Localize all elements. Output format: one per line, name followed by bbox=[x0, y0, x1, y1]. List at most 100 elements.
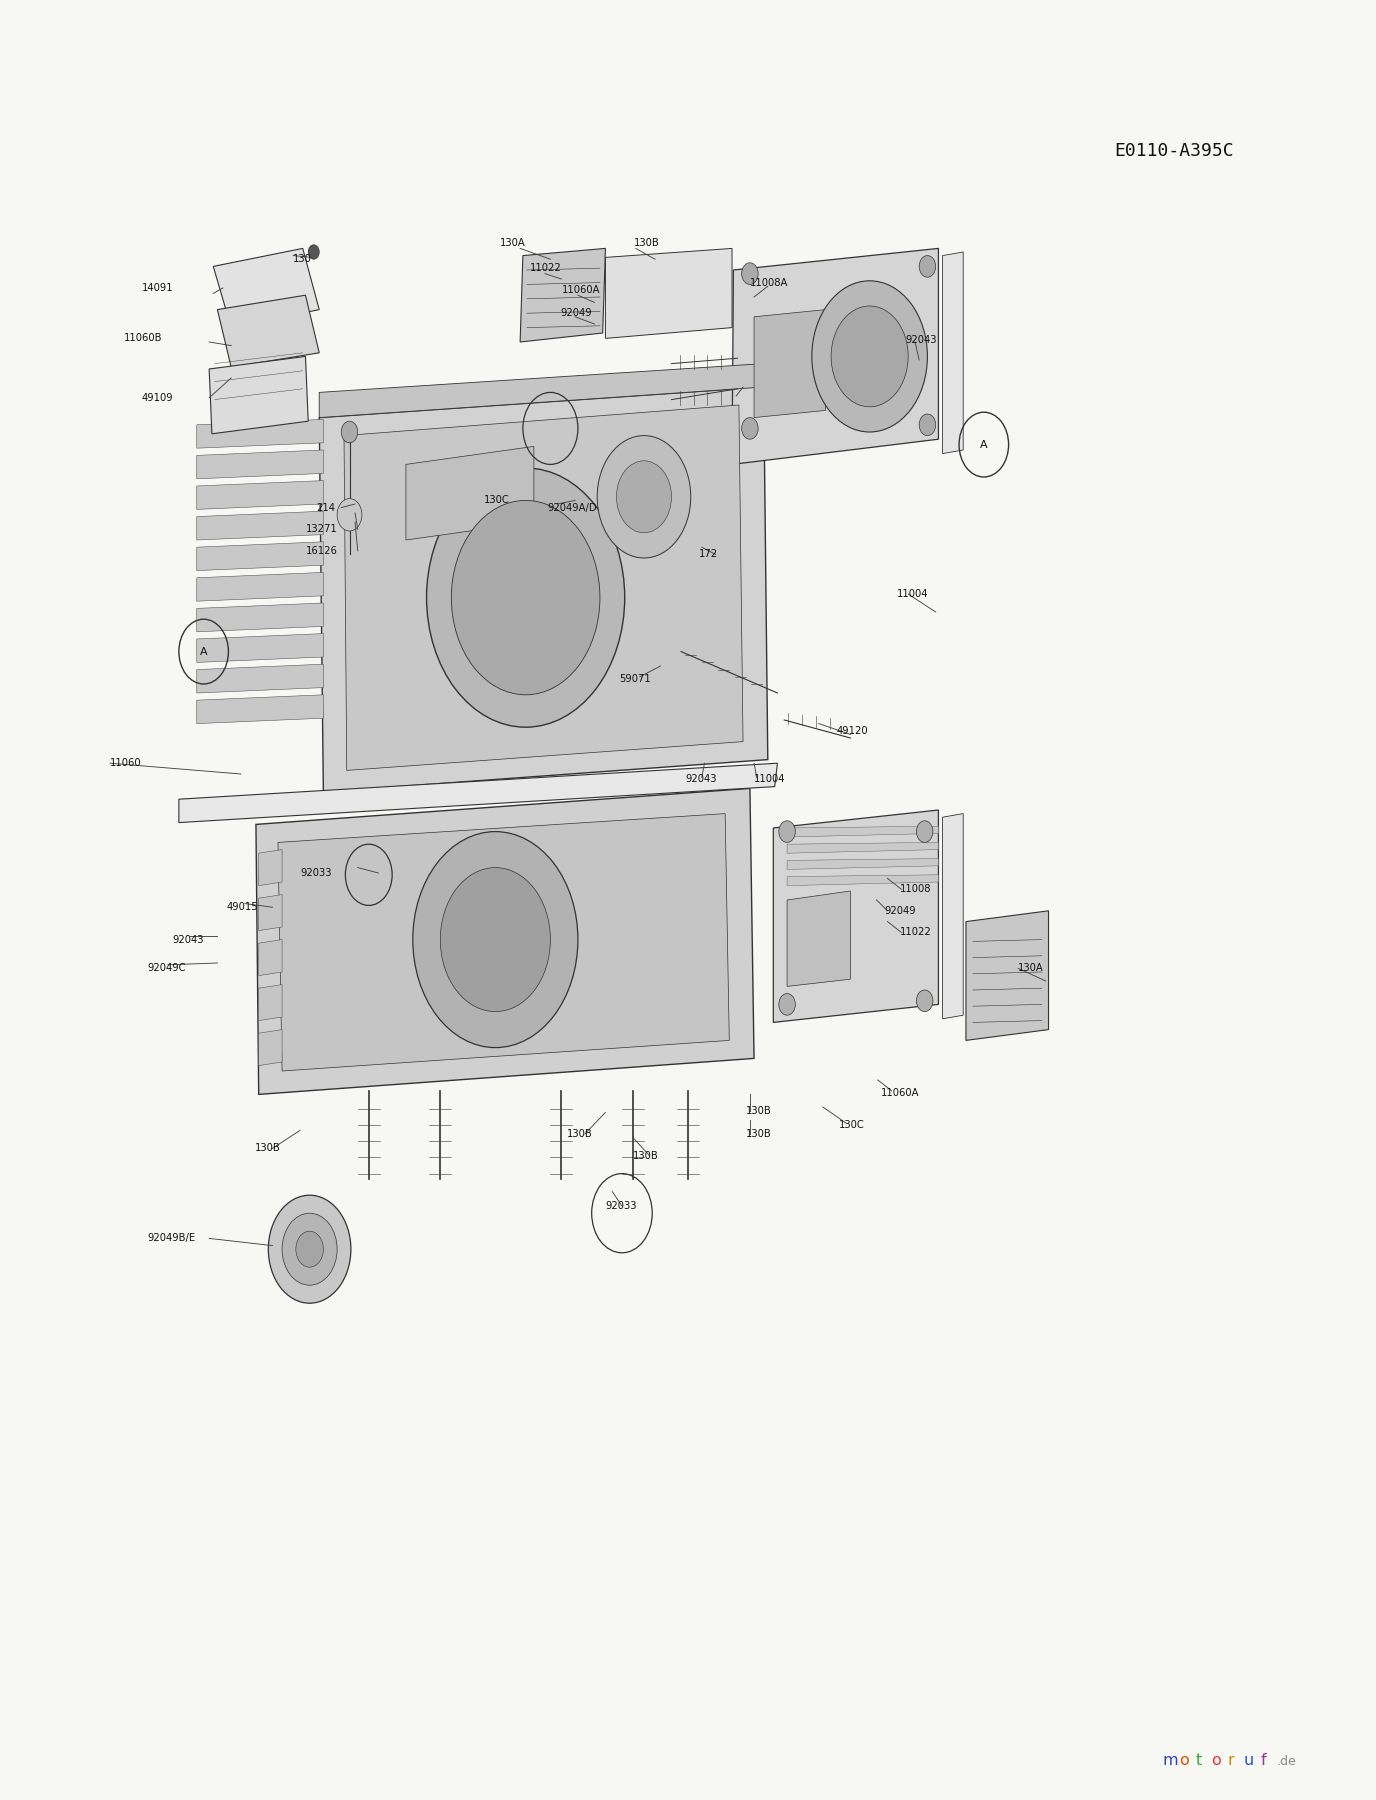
Text: 49120: 49120 bbox=[837, 725, 868, 736]
Text: o: o bbox=[1179, 1753, 1189, 1768]
Polygon shape bbox=[787, 875, 938, 886]
Text: 13271: 13271 bbox=[305, 524, 337, 535]
Polygon shape bbox=[773, 810, 938, 1022]
Text: 92033: 92033 bbox=[605, 1201, 637, 1211]
Circle shape bbox=[308, 245, 319, 259]
Polygon shape bbox=[787, 826, 938, 837]
Polygon shape bbox=[259, 1030, 282, 1066]
Circle shape bbox=[916, 990, 933, 1012]
Text: 130B: 130B bbox=[633, 1150, 659, 1161]
Text: 11060: 11060 bbox=[110, 758, 142, 769]
Text: 11060A: 11060A bbox=[561, 284, 600, 295]
Text: 130C: 130C bbox=[484, 495, 510, 506]
Text: E0110-A395C: E0110-A395C bbox=[1115, 142, 1234, 160]
Polygon shape bbox=[217, 295, 319, 367]
Polygon shape bbox=[259, 895, 282, 931]
Text: 11022: 11022 bbox=[530, 263, 561, 274]
Text: 49015: 49015 bbox=[227, 902, 259, 913]
Text: 92043: 92043 bbox=[685, 774, 717, 785]
Polygon shape bbox=[197, 542, 323, 571]
Circle shape bbox=[812, 281, 927, 432]
Text: o: o bbox=[1211, 1753, 1221, 1768]
Polygon shape bbox=[319, 387, 768, 792]
Text: 49109: 49109 bbox=[142, 392, 173, 403]
Text: 130B: 130B bbox=[746, 1105, 772, 1116]
Polygon shape bbox=[319, 364, 764, 418]
Text: 11060A: 11060A bbox=[881, 1087, 919, 1098]
Polygon shape bbox=[787, 842, 938, 853]
Text: 130B: 130B bbox=[567, 1129, 593, 1139]
Circle shape bbox=[341, 421, 358, 443]
Circle shape bbox=[742, 418, 758, 439]
Polygon shape bbox=[197, 572, 323, 601]
Text: 92049C: 92049C bbox=[147, 963, 186, 974]
Text: 130C: 130C bbox=[839, 1120, 866, 1130]
Polygon shape bbox=[344, 405, 743, 770]
Polygon shape bbox=[259, 985, 282, 1021]
Text: 92043: 92043 bbox=[905, 335, 937, 346]
Circle shape bbox=[779, 821, 795, 842]
Polygon shape bbox=[278, 814, 729, 1071]
Text: 130B: 130B bbox=[746, 1129, 772, 1139]
Polygon shape bbox=[943, 814, 963, 1019]
Text: 11008: 11008 bbox=[900, 884, 932, 895]
Text: 92049: 92049 bbox=[885, 905, 916, 916]
Circle shape bbox=[916, 821, 933, 842]
Circle shape bbox=[296, 1231, 323, 1267]
Text: A: A bbox=[200, 646, 208, 657]
Text: 130: 130 bbox=[293, 254, 312, 265]
Text: 92043: 92043 bbox=[172, 934, 204, 945]
Polygon shape bbox=[197, 481, 323, 509]
Polygon shape bbox=[213, 248, 319, 328]
Polygon shape bbox=[787, 859, 938, 869]
Polygon shape bbox=[259, 850, 282, 886]
Circle shape bbox=[597, 436, 691, 558]
Text: 59071: 59071 bbox=[619, 673, 651, 684]
Text: 92033: 92033 bbox=[300, 868, 332, 878]
Circle shape bbox=[742, 263, 758, 284]
Polygon shape bbox=[179, 763, 777, 823]
Text: u: u bbox=[1244, 1753, 1254, 1768]
Polygon shape bbox=[197, 450, 323, 479]
Text: 11008A: 11008A bbox=[750, 277, 788, 288]
Polygon shape bbox=[197, 419, 323, 448]
Circle shape bbox=[282, 1213, 337, 1285]
Text: 130B: 130B bbox=[255, 1143, 281, 1154]
Polygon shape bbox=[787, 891, 850, 986]
Circle shape bbox=[413, 832, 578, 1048]
Polygon shape bbox=[197, 511, 323, 540]
Text: m: m bbox=[1163, 1753, 1178, 1768]
Text: 92049A/D: 92049A/D bbox=[548, 502, 597, 513]
Circle shape bbox=[427, 468, 625, 727]
Polygon shape bbox=[520, 248, 605, 342]
Text: 16126: 16126 bbox=[305, 545, 337, 556]
Polygon shape bbox=[197, 603, 323, 632]
Circle shape bbox=[616, 461, 671, 533]
Text: 172: 172 bbox=[699, 549, 718, 560]
Text: 214: 214 bbox=[316, 502, 336, 513]
Text: 130A: 130A bbox=[1018, 963, 1044, 974]
Text: 92049B/E: 92049B/E bbox=[147, 1233, 195, 1244]
Text: .de: .de bbox=[1277, 1755, 1296, 1768]
Polygon shape bbox=[209, 356, 308, 434]
Circle shape bbox=[337, 499, 362, 531]
Text: 11060B: 11060B bbox=[124, 333, 162, 344]
Circle shape bbox=[919, 414, 936, 436]
Circle shape bbox=[268, 1195, 351, 1303]
Text: 14091: 14091 bbox=[142, 283, 173, 293]
Circle shape bbox=[451, 500, 600, 695]
Text: 11004: 11004 bbox=[754, 774, 786, 785]
Circle shape bbox=[919, 256, 936, 277]
Text: f: f bbox=[1260, 1753, 1266, 1768]
Circle shape bbox=[831, 306, 908, 407]
Polygon shape bbox=[605, 248, 732, 338]
Polygon shape bbox=[197, 695, 323, 724]
Polygon shape bbox=[966, 911, 1049, 1040]
Polygon shape bbox=[943, 252, 963, 454]
Text: t: t bbox=[1196, 1753, 1201, 1768]
Polygon shape bbox=[197, 664, 323, 693]
Polygon shape bbox=[256, 788, 754, 1094]
Polygon shape bbox=[754, 310, 826, 418]
Polygon shape bbox=[406, 446, 534, 540]
Polygon shape bbox=[732, 248, 938, 464]
